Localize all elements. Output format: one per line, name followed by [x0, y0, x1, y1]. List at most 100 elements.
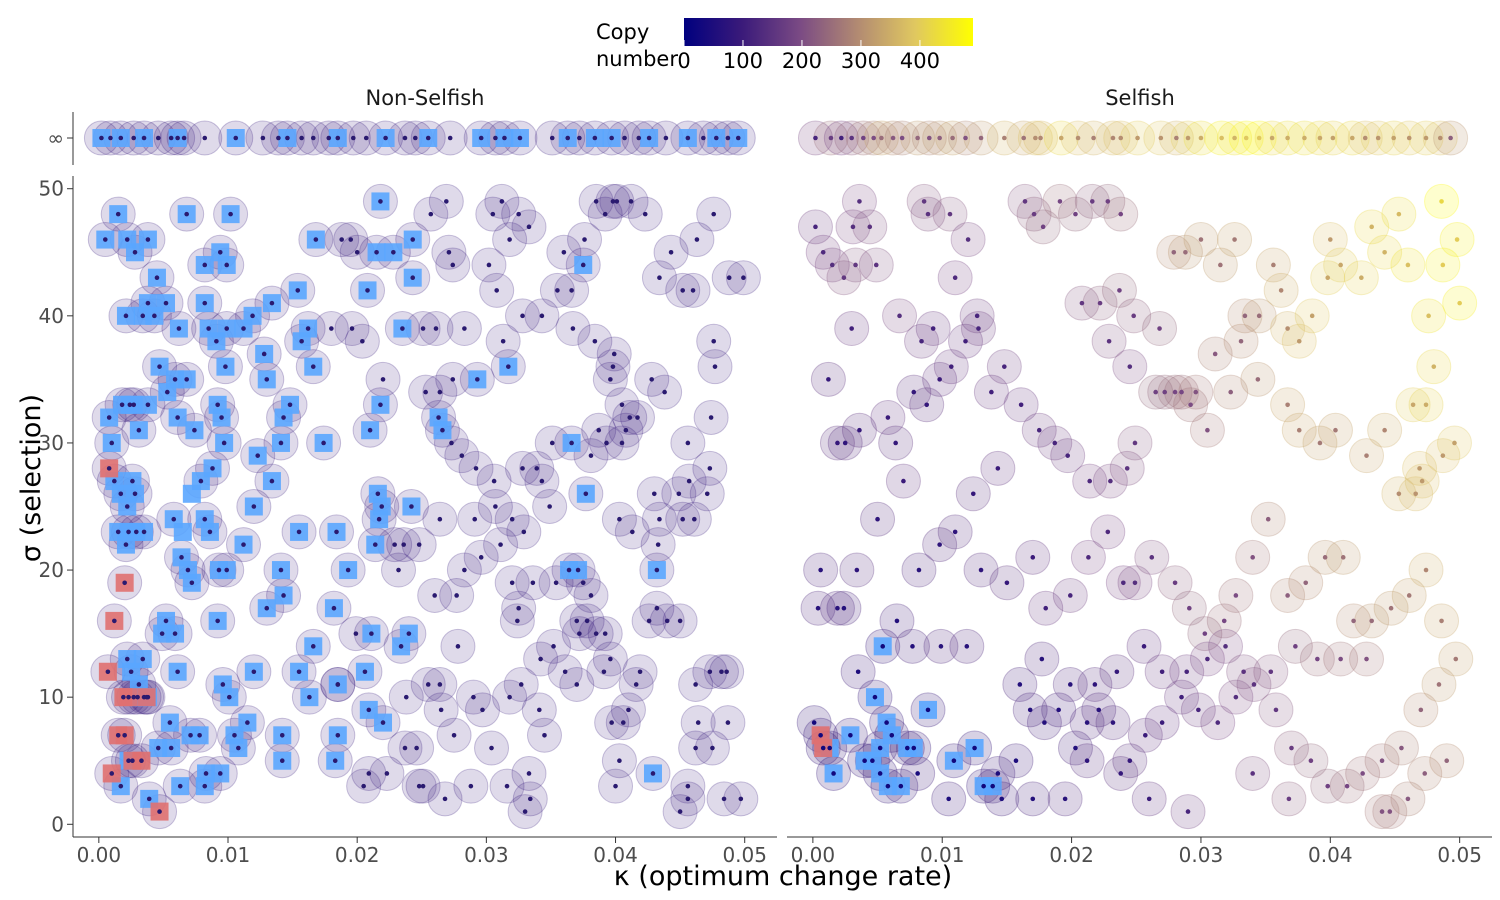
data-point	[264, 377, 270, 382]
data-point	[167, 720, 173, 725]
data-point	[1271, 262, 1276, 268]
data-point	[425, 682, 431, 687]
infinity-point	[636, 135, 642, 141]
data-point	[1285, 593, 1290, 598]
infinity-point	[592, 135, 598, 141]
data-point	[1218, 262, 1223, 268]
data-point	[537, 707, 542, 713]
data-point	[136, 427, 142, 433]
data-point	[635, 415, 640, 420]
data-point	[414, 745, 419, 751]
data-point	[1457, 300, 1462, 306]
infinity-point	[577, 135, 582, 141]
data-point	[711, 338, 717, 344]
data-point	[608, 656, 613, 662]
data-point	[504, 783, 510, 789]
data-point	[1127, 758, 1133, 764]
data-point	[1143, 733, 1148, 738]
data-point	[575, 567, 581, 573]
data-point	[570, 326, 576, 331]
data-point	[693, 682, 698, 687]
data-point	[655, 542, 661, 547]
x-tick-label: 0.02	[335, 843, 380, 867]
data-point	[1286, 796, 1292, 802]
data-point	[609, 720, 614, 725]
data-point	[136, 682, 142, 687]
data-point	[677, 809, 683, 814]
data-point	[471, 694, 476, 700]
infinity-point	[260, 135, 266, 141]
data-point	[995, 466, 1001, 471]
data-point	[1364, 453, 1369, 458]
data-point	[124, 656, 130, 662]
data-point	[1132, 580, 1138, 586]
data-point	[128, 669, 134, 675]
data-point	[951, 758, 957, 764]
infinity-point	[828, 135, 834, 141]
data-point	[974, 313, 980, 319]
data-point	[171, 516, 177, 522]
data-point	[911, 389, 917, 395]
data-point	[251, 669, 257, 675]
data-point	[919, 338, 924, 344]
data-point	[172, 377, 178, 382]
data-point	[115, 211, 121, 217]
infinity-point	[890, 135, 896, 141]
data-point	[433, 326, 439, 331]
data-point	[1067, 682, 1073, 687]
data-point	[220, 682, 226, 687]
data-point	[627, 415, 633, 420]
data-point	[121, 694, 126, 700]
data-point	[228, 211, 233, 217]
data-point	[588, 453, 594, 458]
data-point	[827, 745, 832, 751]
data-point	[584, 618, 590, 624]
data-point	[873, 262, 879, 268]
data-point	[553, 580, 559, 586]
data-point	[963, 338, 968, 344]
data-point	[1159, 669, 1165, 675]
data-point	[1382, 249, 1387, 255]
data-point	[1251, 682, 1257, 687]
data-point	[1388, 605, 1394, 611]
infinity-point	[285, 135, 290, 141]
data-point	[1228, 389, 1233, 395]
data-point	[250, 313, 255, 319]
data-point	[1153, 389, 1158, 395]
data-point	[278, 440, 284, 446]
data-point	[676, 491, 682, 497]
data-point	[219, 415, 224, 420]
data-point	[115, 529, 121, 535]
data-point	[144, 694, 149, 700]
data-point	[454, 593, 459, 598]
data-point	[680, 288, 686, 293]
data-point	[202, 300, 208, 306]
data-point	[897, 313, 902, 319]
infinity-point	[276, 135, 281, 141]
data-point	[432, 593, 437, 598]
infinity-point	[1375, 135, 1381, 141]
data-point	[475, 377, 480, 382]
data-point	[372, 542, 378, 547]
data-point	[106, 466, 112, 471]
legend-tick-label: 200	[782, 49, 822, 73]
data-point	[380, 720, 386, 725]
y-ticks: 0 10 20 30 40 50	[39, 177, 73, 836]
infinity-point	[1038, 135, 1043, 141]
data-point	[820, 249, 826, 255]
data-point	[835, 440, 840, 446]
data-point	[1141, 644, 1147, 649]
data-point	[613, 783, 618, 789]
data-point	[379, 504, 385, 509]
data-point	[593, 631, 599, 636]
data-point	[662, 389, 667, 395]
data-point	[1256, 313, 1262, 319]
data-point	[334, 529, 339, 535]
infinity-point	[871, 135, 876, 141]
data-point	[384, 771, 390, 776]
data-point	[1108, 478, 1113, 484]
data-point	[157, 809, 162, 814]
data-point	[711, 211, 717, 217]
data-point	[210, 466, 215, 471]
x-tick-label: 0.01	[206, 843, 251, 867]
